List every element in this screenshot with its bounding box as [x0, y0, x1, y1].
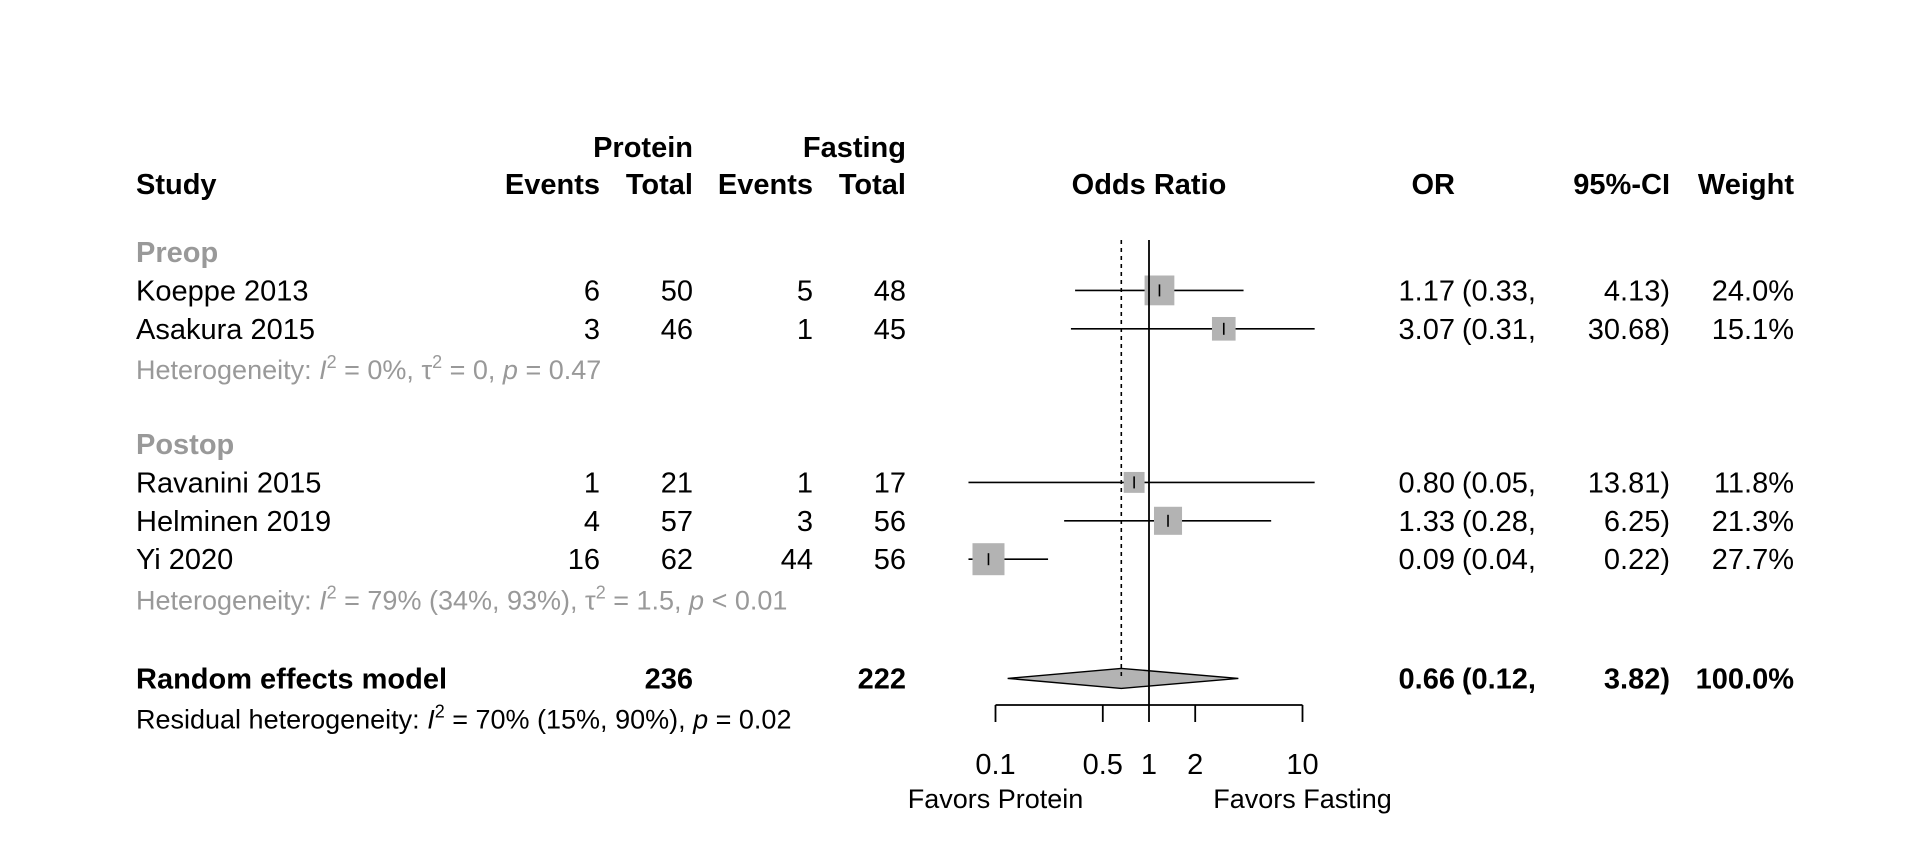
total-fasting: 56 [874, 544, 906, 576]
overall-total-fasting: 222 [858, 663, 906, 695]
favors-left-label: Favors Protein [908, 784, 1084, 814]
events-fasting: 44 [781, 544, 813, 576]
x-tick-label: 2 [1187, 749, 1203, 781]
ci-lower: (0.31, [1462, 314, 1536, 346]
header-study: Study [136, 169, 217, 201]
events-fasting: 1 [797, 467, 813, 499]
header-odds-ratio: Odds Ratio [1072, 169, 1227, 201]
study-label: Koeppe 2013 [136, 275, 309, 307]
total-protein: 21 [661, 467, 693, 499]
weight-value: 15.1% [1712, 314, 1794, 346]
header-events-fasting: Events [718, 169, 813, 201]
total-protein: 46 [661, 314, 693, 346]
x-tick-label: 0.1 [975, 749, 1015, 781]
header-weight: Weight [1698, 169, 1794, 201]
weight-value: 11.8% [1714, 467, 1794, 499]
header-total-fasting: Total [839, 169, 906, 201]
events-fasting: 3 [797, 506, 813, 538]
or-value: 1.17 [1399, 275, 1455, 307]
or-value: 0.09 [1399, 544, 1455, 576]
residual-heterogeneity: Residual heterogeneity: I2 = 70% (15%, 9… [136, 701, 791, 734]
overall-ci-upper: 3.82) [1604, 663, 1670, 695]
ci-lower: (0.33, [1462, 275, 1536, 307]
x-tick-label: 0.5 [1083, 749, 1123, 781]
total-fasting: 56 [874, 506, 906, 538]
weight-value: 24.0% [1712, 275, 1794, 307]
total-protein: 50 [661, 275, 693, 307]
events-fasting: 5 [797, 275, 813, 307]
overall-total-protein: 236 [645, 663, 693, 695]
group-header: Preop [136, 237, 218, 269]
overall-ci-lower: (0.12, [1462, 663, 1536, 695]
header-total-protein: Total [626, 169, 693, 201]
favors-right-label: Favors Fasting [1213, 784, 1392, 814]
events-protein: 4 [584, 506, 600, 538]
ci-upper: 13.81) [1588, 467, 1670, 499]
study-label: Yi 2020 [136, 544, 233, 576]
total-protein: 62 [661, 544, 693, 576]
ci-lower: (0.05, [1462, 467, 1536, 499]
total-fasting: 48 [874, 275, 906, 307]
study-label: Helminen 2019 [136, 506, 331, 538]
header-events-protein: Events [505, 169, 600, 201]
or-value: 3.07 [1399, 314, 1455, 346]
events-protein: 6 [584, 275, 600, 307]
study-label: Asakura 2015 [136, 314, 315, 346]
weight-value: 21.3% [1712, 506, 1794, 538]
overall-or: 0.66 [1399, 663, 1455, 695]
ci-upper: 4.13) [1604, 275, 1670, 307]
ci-lower: (0.04, [1462, 544, 1536, 576]
study-label: Ravanini 2015 [136, 467, 321, 499]
group-header: Postop [136, 429, 234, 461]
header-or: OR [1412, 169, 1456, 201]
overall-diamond [1007, 667, 1239, 690]
events-protein: 3 [584, 314, 600, 346]
ci-lower: (0.28, [1462, 506, 1536, 538]
group-heterogeneity: Heterogeneity: I2 = 79% (34%, 93%), τ2 =… [136, 583, 787, 616]
overall-label: Random effects model [136, 663, 447, 695]
header-protein: Protein [593, 132, 693, 164]
ci-upper: 0.22) [1604, 544, 1670, 576]
x-tick-label: 10 [1286, 749, 1318, 781]
or-value: 0.80 [1399, 467, 1455, 499]
ci-upper: 30.68) [1588, 314, 1670, 346]
weight-value: 27.7% [1712, 544, 1794, 576]
total-fasting: 17 [874, 467, 906, 499]
events-protein: 16 [568, 544, 600, 576]
header-ci: 95%-CI [1573, 169, 1670, 201]
events-protein: 1 [584, 467, 600, 499]
total-fasting: 45 [874, 314, 906, 346]
total-protein: 57 [661, 506, 693, 538]
header-fasting: Fasting [803, 132, 906, 164]
overall-weight: 100.0% [1696, 663, 1795, 695]
or-value: 1.33 [1399, 506, 1455, 538]
ci-upper: 6.25) [1604, 506, 1670, 538]
group-heterogeneity: Heterogeneity: I2 = 0%, τ2 = 0, p = 0.47 [136, 352, 601, 385]
events-fasting: 1 [797, 314, 813, 346]
x-tick-label: 1 [1141, 749, 1157, 781]
